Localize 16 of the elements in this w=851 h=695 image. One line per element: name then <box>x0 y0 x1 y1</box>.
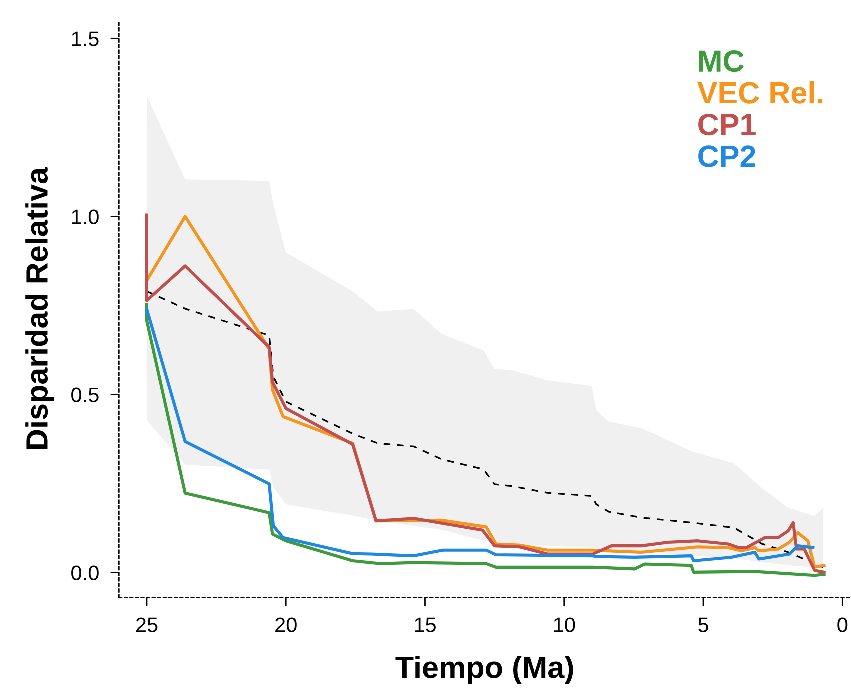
x-tick-label: 5 <box>698 618 708 632</box>
text: CP1 <box>698 114 756 136</box>
x-tick-label: 15 <box>415 618 436 632</box>
text: VEC Rel. <box>698 81 823 104</box>
x-tick-label: 0 <box>838 618 848 632</box>
y-tick-label: 0.0 <box>72 566 99 581</box>
y-tick-label: 0.5 <box>72 388 99 402</box>
y-tick-label: 1.0 <box>72 210 99 224</box>
x-tick-label: 25 <box>136 618 158 632</box>
y-tick-label: 1.5 <box>72 32 99 46</box>
text: CP2 <box>698 146 756 168</box>
x-tick-label: 10 <box>554 618 576 632</box>
x-axis-title: Tiempo (Ma) <box>396 656 574 684</box>
y-axis-title: Disparidad Relativa <box>26 167 54 450</box>
text: MC <box>699 50 744 72</box>
x-tick-label: 20 <box>276 618 297 632</box>
